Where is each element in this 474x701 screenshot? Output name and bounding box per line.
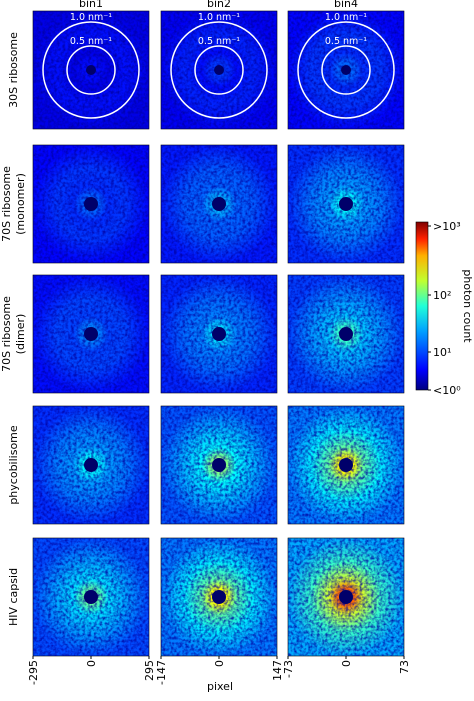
ring (42, 21, 140, 119)
beamstop (339, 197, 353, 211)
x-tick-label: 73 (398, 660, 411, 674)
x-tick-label: 0 (340, 660, 353, 667)
beamstop (339, 327, 353, 341)
beamstop (84, 458, 98, 472)
row-label: 30S ribosome (7, 32, 20, 108)
ring-label: 1.0 nm⁻¹ (325, 12, 367, 23)
ring-label: 0.5 nm⁻¹ (325, 36, 367, 47)
column-title: bin4 (334, 0, 358, 10)
beamstop (212, 458, 226, 472)
ring (66, 45, 116, 95)
x-tick-label: 0 (213, 660, 226, 667)
beamstop (339, 458, 353, 472)
ring-label: 1.0 nm⁻¹ (70, 12, 112, 23)
x-tick-label: -147 (155, 660, 168, 685)
colorbar-tick-label: >10³ (433, 220, 461, 233)
row-label: 70S ribosome (0, 166, 13, 242)
beamstop (212, 590, 226, 604)
beamstop (212, 327, 226, 341)
column-title: bin2 (207, 0, 231, 10)
column-title: bin1 (79, 0, 103, 10)
colorbar (415, 221, 429, 391)
beamstop (214, 65, 224, 75)
ring (297, 21, 395, 119)
row-label: HIV capsid (7, 568, 20, 626)
ring (170, 21, 268, 119)
ring-label: 0.5 nm⁻¹ (198, 36, 240, 47)
x-axis-label: pixel (207, 680, 233, 693)
ring (194, 45, 244, 95)
x-tick-label: -295 (27, 660, 40, 685)
beamstop (339, 590, 353, 604)
beamstop (84, 197, 98, 211)
beamstop (341, 65, 351, 75)
row-label: 70S ribosome (0, 296, 13, 372)
beamstop (84, 327, 98, 341)
ring-label: 0.5 nm⁻¹ (70, 36, 112, 47)
x-tick-label: 295 (143, 660, 156, 681)
x-tick-label: -73 (282, 660, 295, 678)
colorbar-label: photon count (461, 269, 474, 343)
colorbar-tick-label: <10⁰ (433, 384, 461, 397)
beamstop (86, 65, 96, 75)
beamstop (212, 197, 226, 211)
row-label: (monomer) (14, 173, 27, 235)
x-tick-label: 147 (271, 660, 284, 681)
row-label: (dimer) (14, 314, 27, 355)
x-tick-label: 0 (85, 660, 98, 667)
ring (321, 45, 371, 95)
beamstop (84, 590, 98, 604)
colorbar-tick-label: 10¹ (433, 346, 451, 359)
colorbar-tick-label: 10² (433, 289, 451, 302)
row-label: phycobilisome (7, 425, 20, 505)
ring-label: 1.0 nm⁻¹ (198, 12, 240, 23)
